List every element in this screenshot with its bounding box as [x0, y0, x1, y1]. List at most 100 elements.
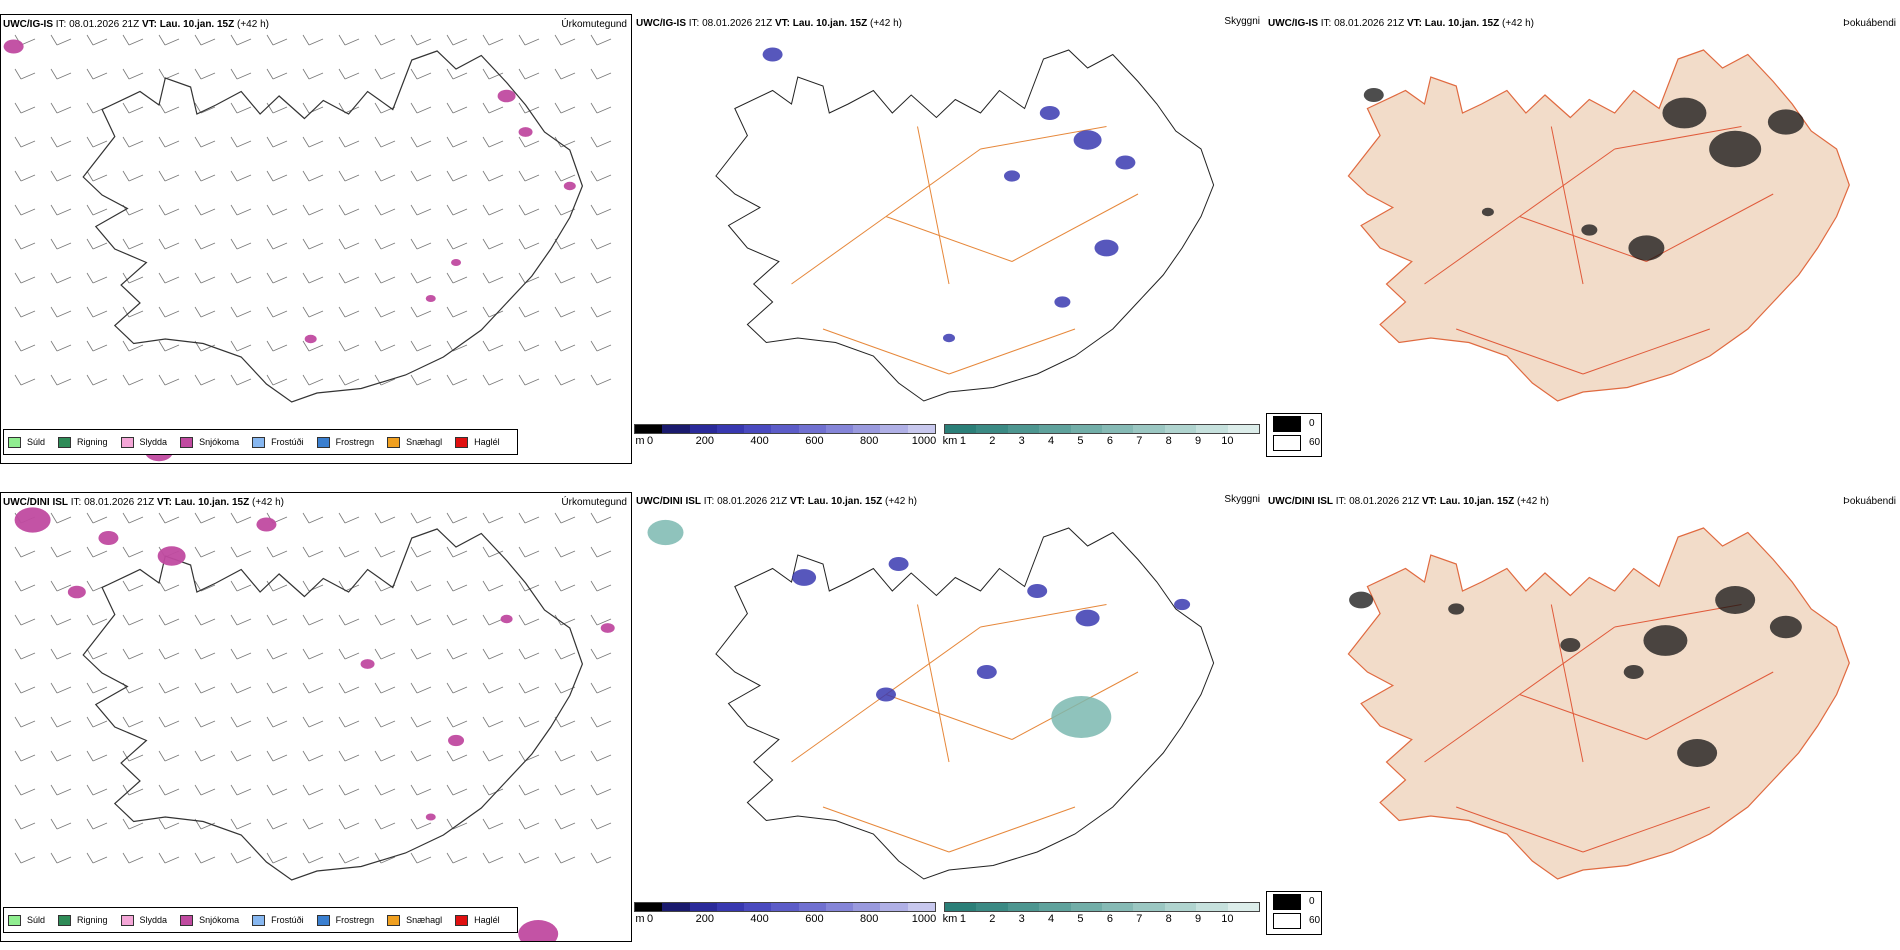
wind-barb — [302, 374, 324, 386]
snow-area — [451, 259, 462, 266]
legend-swatch — [252, 914, 266, 926]
visibility-colorbar: km 1 2 3 4 5 6 7 8 9 10 — [942, 902, 1260, 928]
wind-barb — [50, 648, 72, 660]
wind-barb — [194, 68, 216, 80]
panel-header: UWC/DINI ISL IT: 08.01.2026 21Z VT: Lau.… — [636, 496, 917, 507]
scale-tick-label: 1 — [959, 435, 966, 447]
wind-barb — [482, 102, 504, 114]
wind-barb — [266, 614, 288, 626]
visibility-map-top — [715, 47, 1215, 402]
wind-barb — [230, 272, 252, 284]
wind-barb — [86, 34, 108, 46]
wind-barb — [14, 68, 36, 80]
wind-barb — [446, 374, 468, 386]
wind-barb — [14, 340, 36, 352]
wind-barb — [230, 102, 252, 114]
low-visibility-area — [976, 665, 997, 679]
low-visibility-area — [647, 519, 684, 546]
legend-item: Snæhagl — [387, 436, 442, 448]
snow-area — [256, 517, 277, 532]
road-line — [1582, 328, 1710, 375]
wind-barb — [518, 68, 540, 80]
wind-barb — [158, 614, 180, 626]
wind-barb — [14, 818, 36, 830]
fog-area — [1363, 88, 1384, 102]
fog-area — [1709, 130, 1762, 168]
legend-label: Frostregn — [335, 915, 375, 925]
wind-barb — [230, 818, 252, 830]
wind-barb — [482, 374, 504, 386]
wind-barb — [554, 818, 576, 830]
wind-barb — [302, 170, 324, 182]
wind-barb — [302, 238, 324, 250]
fog-panel-top: UWC/IG-IS IT: 08.01.2026 21Z VT: Lau. 10… — [1266, 14, 1900, 464]
snow-area — [518, 920, 559, 941]
ceiling-colorbar: m 0 200 400 600 800 1000 — [634, 902, 936, 928]
wind-barb — [122, 68, 144, 80]
legend-swatch — [120, 436, 134, 448]
fog-area — [1628, 235, 1665, 261]
precip-type-panel-bottom: UWC/DINI ISL IT: 08.01.2026 21Z VT: Lau.… — [0, 492, 632, 942]
wind-barb — [338, 136, 360, 148]
low-visibility-area — [1075, 609, 1100, 627]
scale-tick-label: 10 — [1221, 913, 1234, 925]
low-visibility-areas — [762, 47, 1136, 343]
wind-barb — [518, 852, 540, 864]
scale-tick-label: 1000 — [911, 435, 937, 447]
fog-area — [1349, 591, 1374, 609]
wind-barb — [338, 546, 360, 558]
wind-barb — [194, 102, 216, 114]
wind-barb — [410, 34, 432, 46]
wind-barb — [482, 340, 504, 352]
panel-title: Úrkomutegund — [561, 19, 627, 30]
fog-area — [1643, 625, 1688, 656]
wind-barb — [590, 682, 612, 694]
wind-barb — [302, 784, 324, 796]
wind-barb — [482, 716, 504, 728]
wind-barb — [518, 784, 540, 796]
iceland-coastline — [82, 50, 584, 403]
wind-barb — [482, 512, 504, 524]
wind-barb — [194, 136, 216, 148]
wind-barb — [50, 374, 72, 386]
wind-barb — [590, 750, 612, 762]
wind-barb — [482, 818, 504, 830]
wind-barb — [518, 340, 540, 352]
panel-header: UWC/IG-IS IT: 08.01.2026 21Z VT: Lau. 10… — [636, 18, 902, 29]
visibility-map-bottom — [647, 519, 1215, 880]
wind-barb — [194, 204, 216, 216]
panel-header: UWC/IG-IS IT: 08.01.2026 21Z VT: Lau. 10… — [3, 19, 269, 30]
wind-barb — [122, 852, 144, 864]
wind-barb — [50, 238, 72, 250]
wind-barb — [518, 34, 540, 46]
wind-barb — [230, 340, 252, 352]
wind-barb — [518, 204, 540, 216]
wind-barb — [374, 750, 396, 762]
wind-barb — [158, 170, 180, 182]
wind-barb — [482, 204, 504, 216]
wind-barb — [482, 614, 504, 626]
wind-barb — [590, 170, 612, 182]
scale-unit: km — [942, 913, 958, 925]
wind-barb — [266, 238, 288, 250]
wind-barb — [338, 204, 360, 216]
scale-tick-label: 3 — [1018, 913, 1025, 925]
wind-barb — [230, 512, 252, 524]
scale-tick-label: 400 — [750, 913, 769, 925]
wind-barb — [374, 784, 396, 796]
road-line — [822, 328, 950, 375]
scale-tick-label: 0 — [646, 435, 654, 447]
wind-barb — [554, 306, 576, 318]
legend-label: Frostúði — [271, 915, 304, 925]
wind-barb — [482, 68, 504, 80]
wind-barb — [266, 818, 288, 830]
scale-tick-label: 6 — [1106, 435, 1113, 447]
wind-barb — [374, 204, 396, 216]
panel-title: Þokuábendi — [1843, 18, 1896, 29]
fog-area — [1481, 207, 1494, 217]
wind-barb — [266, 272, 288, 284]
road-line — [822, 806, 950, 853]
wind-barb — [194, 512, 216, 524]
wind-barb — [302, 340, 324, 352]
wind-barb — [410, 614, 432, 626]
